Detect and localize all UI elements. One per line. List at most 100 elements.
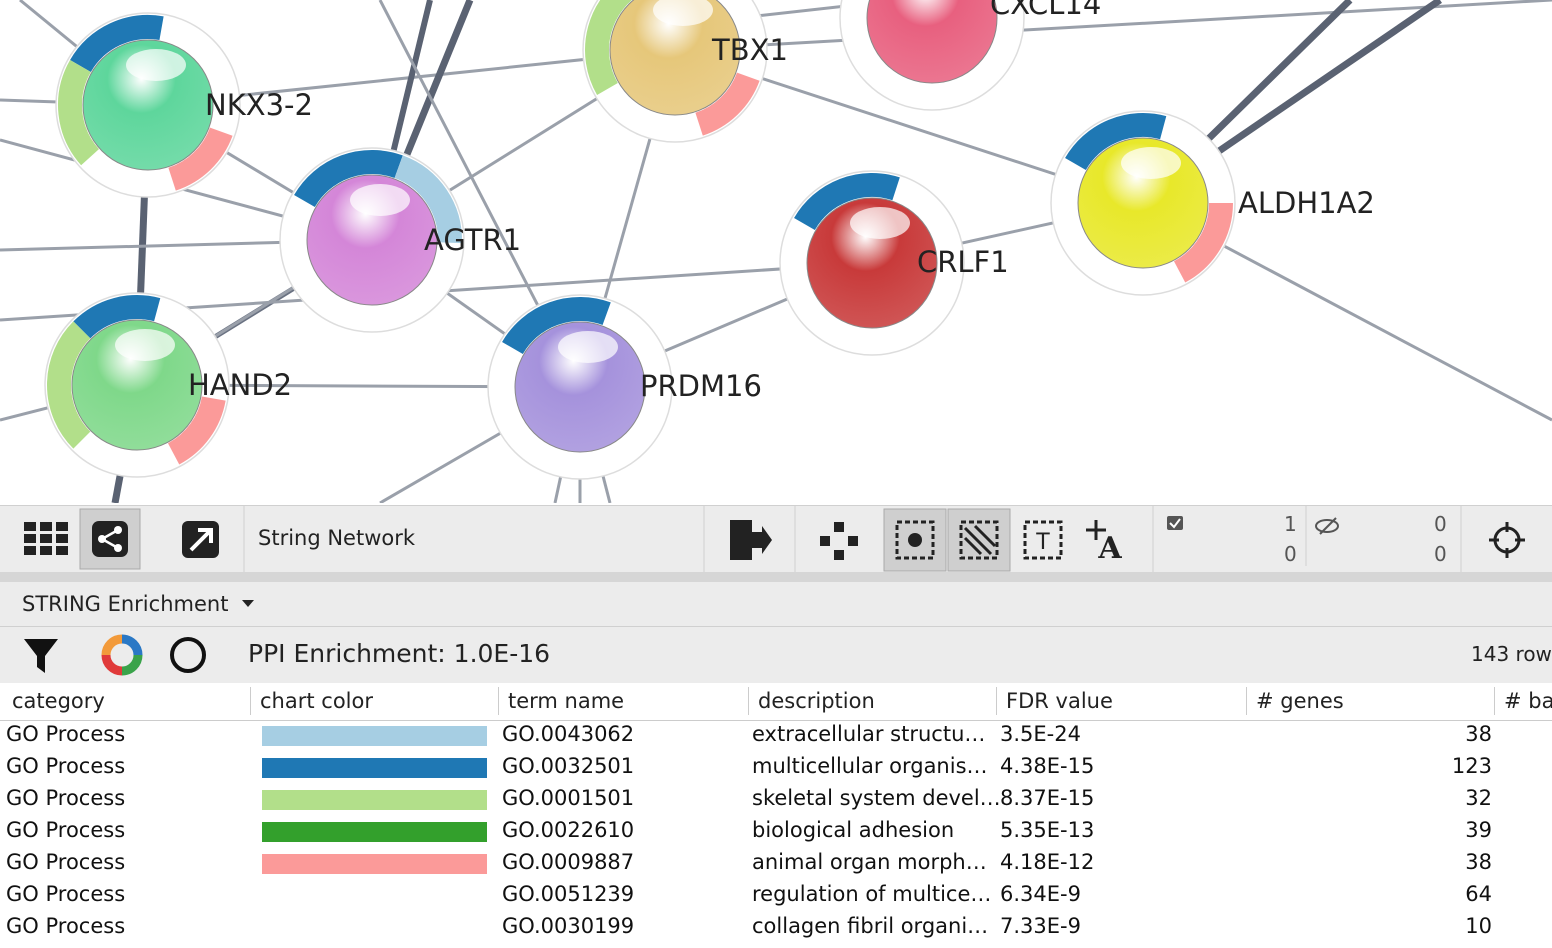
table-cell: GO Process [6, 882, 126, 906]
table-row[interactable]: GO Process GO.0043062 extracellular struct… [0, 720, 1552, 752]
node[interactable]: AGTR1 [279, 147, 521, 333]
table-cell: 6.34E-9 [1000, 882, 1081, 906]
node-chart-arc [167, 127, 233, 191]
chart-color-swatch [262, 726, 487, 746]
font-icon[interactable]: A [1097, 531, 1122, 566]
node-label: CXCL14 [990, 0, 1101, 21]
node[interactable]: TBX1 [582, 0, 788, 143]
node-highlight [558, 331, 618, 363]
node-highlight [850, 207, 910, 239]
table-row[interactable]: GO Process GO.0051239 regulation of multic… [0, 880, 1552, 912]
node[interactable]: NKX3-2 [55, 12, 313, 198]
column-separator [498, 687, 499, 715]
table-cell: GO Process [6, 818, 126, 842]
network-view: NKX3-2 TBX1 CXCL14 AGTR1 CRLF1 ALDH1A2 HAND2 PR… [0, 0, 1552, 503]
node-chart-arc [58, 60, 100, 166]
node-chart-arc [394, 155, 462, 244]
count: 0 [1434, 542, 1447, 566]
share-icon [92, 521, 128, 557]
column-header: chart color [260, 689, 373, 713]
dropdown-arrow[interactable] [241, 599, 255, 609]
filter-icon[interactable] [24, 639, 58, 673]
table-cell: GO Process [6, 914, 126, 938]
node-chart-arc [294, 150, 403, 208]
table-cell: multicellular organis… [752, 754, 988, 778]
node-label: TBX1 [711, 33, 788, 67]
node-chart-arc [694, 72, 760, 136]
node[interactable]: ALDH1A2 [1050, 110, 1375, 296]
node-sphere [866, 0, 998, 84]
node-highlight [1121, 147, 1181, 179]
table-cell: GO.0032501 [502, 754, 635, 778]
node-chart-arc [167, 395, 226, 465]
column-separator [1246, 687, 1247, 715]
annotation-icon[interactable] [1023, 520, 1063, 560]
count: 0 [1434, 512, 1447, 536]
table-cell: 39 [1465, 818, 1492, 842]
chart-icon[interactable] [101, 634, 143, 676]
table-cell: regulation of multice… [752, 882, 992, 906]
chart-color-swatch [262, 854, 487, 874]
ppi-enrichment: PPI Enrichment: 1.0E-16 [248, 639, 551, 668]
table-cell: 4.38E-15 [1000, 754, 1095, 778]
table-cell: 5.35E-13 [1000, 818, 1095, 842]
network-name: String Network [258, 526, 416, 550]
node-highlight [115, 329, 175, 361]
table-cell: GO.0022610 [502, 818, 635, 842]
column-header: # background [1504, 689, 1552, 713]
table-row[interactable]: GO Process GO.0009887 animal organ morph… 4… [0, 848, 1552, 880]
node-highlight [126, 49, 186, 81]
center-icon[interactable] [1489, 522, 1525, 558]
node-sphere [609, 0, 741, 116]
chart-color-swatch [262, 822, 487, 842]
chart-color-swatch [262, 758, 487, 778]
node-label: NKX3-2 [205, 88, 313, 122]
node[interactable]: PRDM16 [487, 294, 762, 480]
table-cell: extracellular structu… [752, 722, 986, 746]
panel-header: STRING Enrichment [0, 582, 1552, 627]
table-row[interactable]: GO Process GO.0030199 collagen fibril orga… [0, 912, 1552, 944]
table-row[interactable]: GO Process GO.0032501 multicellular organi… [0, 752, 1552, 784]
node-highlight [653, 0, 713, 26]
grid-icon[interactable] [24, 522, 68, 555]
table-body: GO Process GO.0043062 extracellular struct… [0, 720, 1552, 948]
column-header: FDR value [1006, 689, 1113, 713]
table-cell: 32 [1465, 786, 1492, 810]
table-cell: 8.37E-15 [1000, 786, 1095, 810]
table-cell: GO Process [6, 786, 126, 810]
table-cell: 3.5E-24 [1000, 722, 1081, 746]
node-label: AGTR1 [424, 223, 521, 257]
table-cell: 10 [1465, 914, 1492, 938]
node-chart-arc [502, 297, 611, 355]
column-separator [1494, 687, 1495, 715]
column-separator [996, 687, 997, 715]
panel-icons [24, 634, 206, 676]
node[interactable]: CRLF1 [779, 170, 1009, 356]
table-cell: animal organ morph… [752, 850, 987, 874]
table-cell: 38 [1465, 850, 1492, 874]
table-row[interactable]: GO Process GO.0001501 skeletal system deve… [0, 784, 1552, 816]
node-chart-arc [70, 15, 164, 73]
layout-icon[interactable] [820, 522, 858, 560]
column-header: term name [508, 689, 625, 713]
filter-row: PPI Enrichment: 1.0E-16 143 rows [0, 627, 1552, 683]
node-chart-arc [585, 0, 632, 95]
table-cell: 64 [1465, 882, 1492, 906]
table-cell: GO.0009887 [502, 850, 635, 874]
node-chart-arc [1065, 113, 1167, 171]
clear-chart-icon[interactable] [170, 637, 206, 673]
column-header: # genes [1256, 689, 1344, 713]
panel-title[interactable]: STRING Enrichment [22, 592, 229, 616]
node-label: HAND2 [188, 368, 292, 402]
node[interactable]: CXCL14 [839, 0, 1101, 111]
import-icon[interactable] [730, 520, 772, 560]
node-chart-arc [73, 295, 161, 339]
row-count: 143 rows [1471, 642, 1552, 666]
table-cell: skeletal system devel… [752, 786, 1001, 810]
chart-color-swatch [262, 790, 487, 810]
node[interactable]: HAND2 [44, 292, 292, 478]
table-row[interactable]: GO Process GO.0022610 biological adhesion 5… [0, 816, 1552, 848]
column-header: category [12, 689, 105, 713]
table-cell: 38 [1465, 722, 1492, 746]
